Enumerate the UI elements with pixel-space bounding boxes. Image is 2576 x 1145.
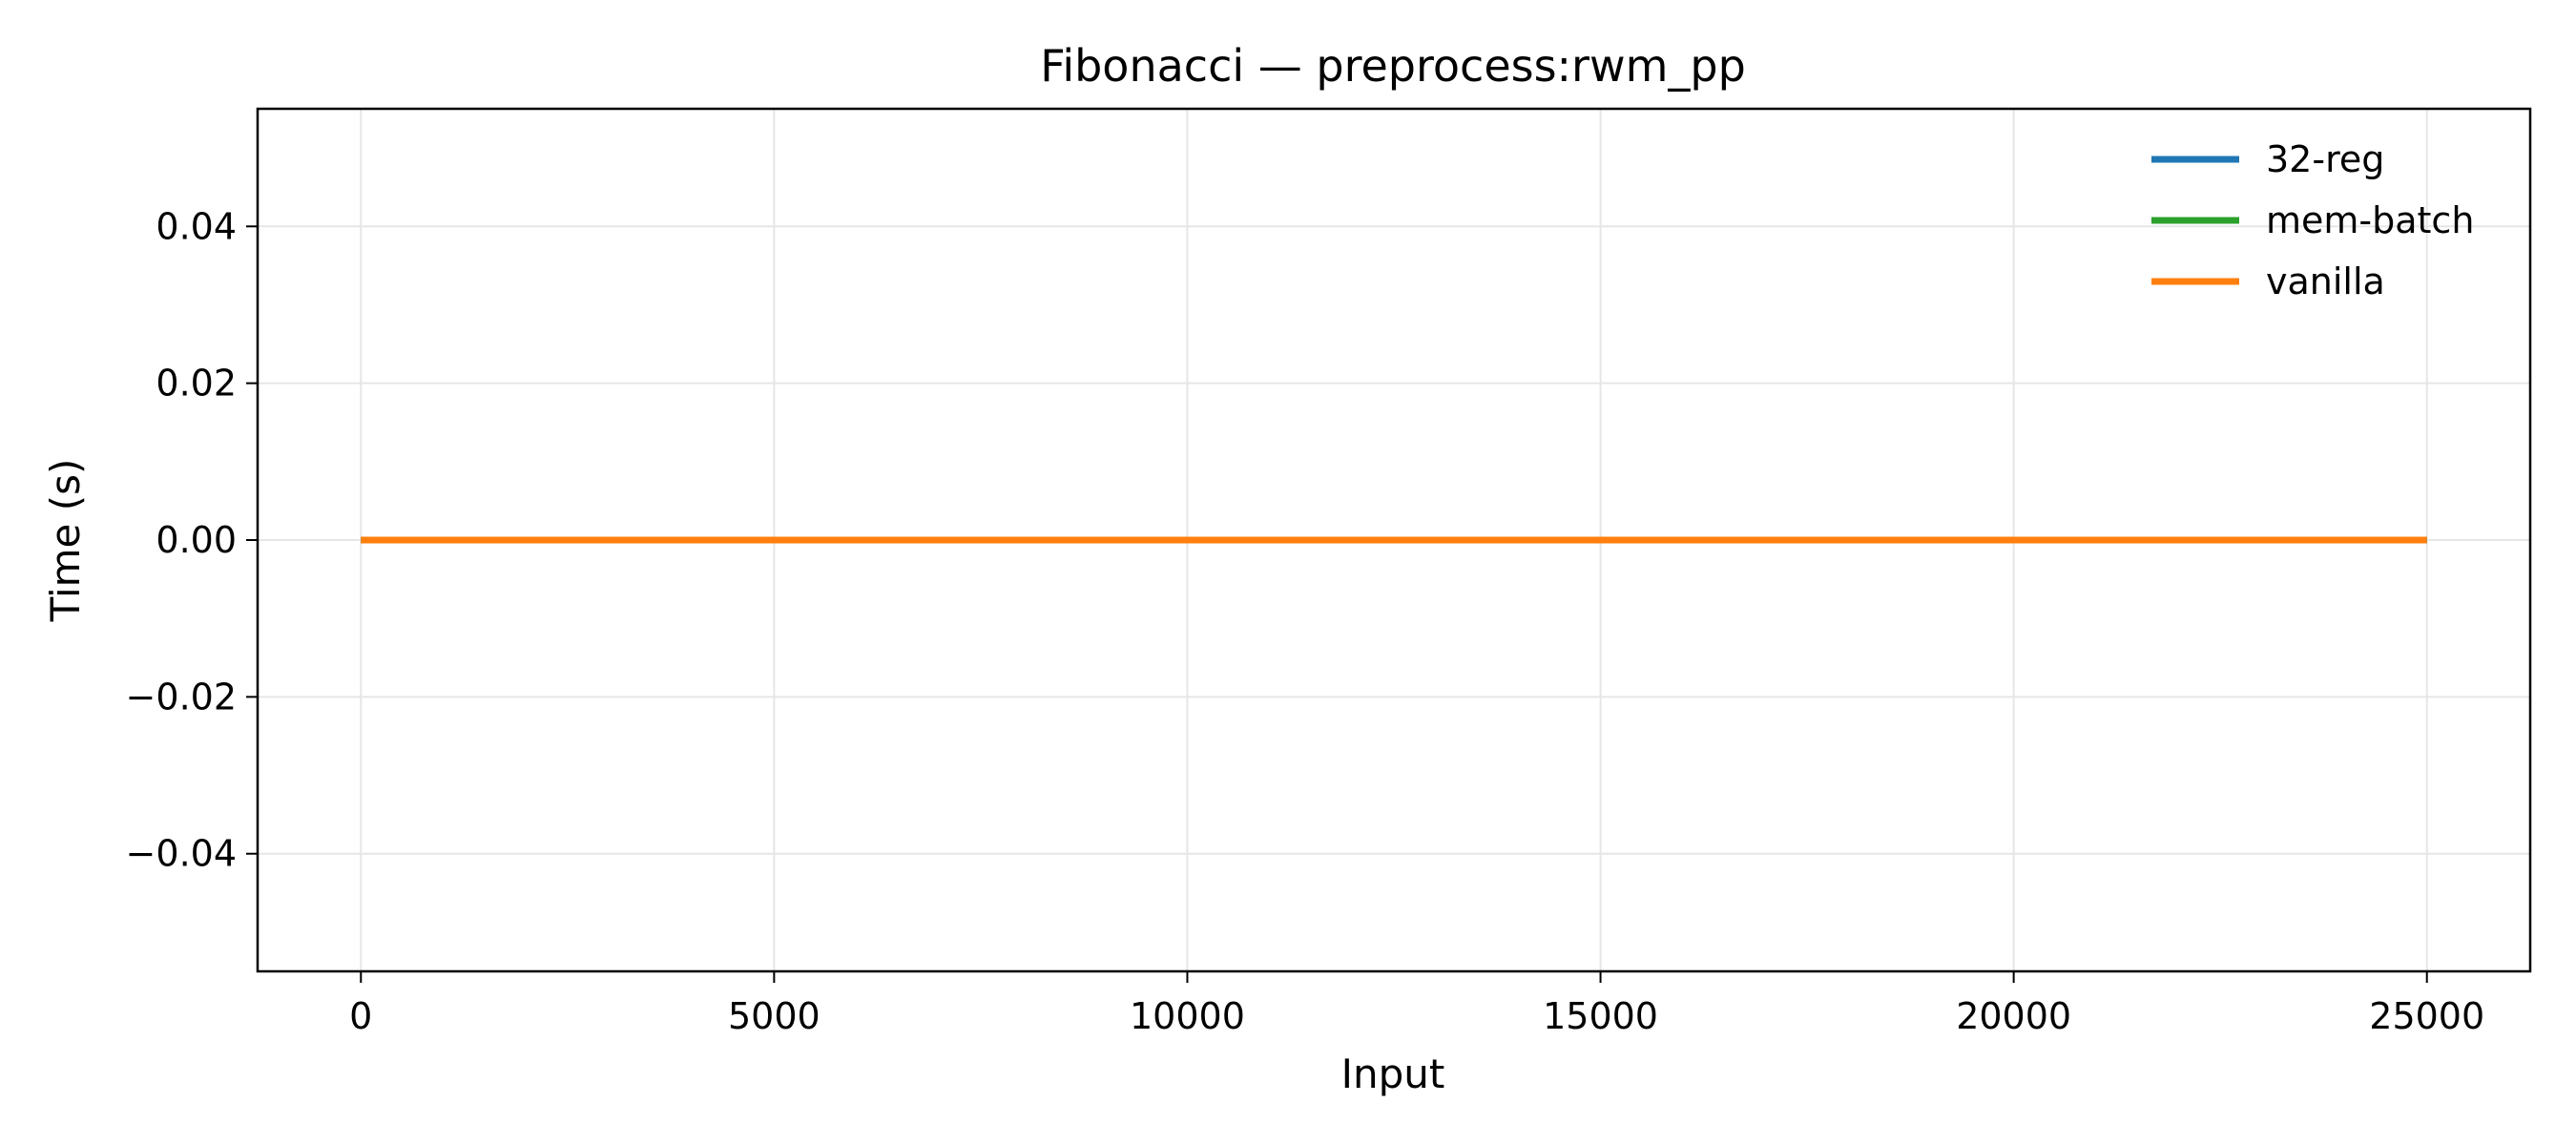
x-tick-label: 5000 — [728, 995, 821, 1037]
y-tick-label: 0.00 — [156, 519, 237, 561]
x-tick-label: 0 — [349, 995, 372, 1037]
legend: 32-reg mem-batch vanilla — [2151, 138, 2474, 302]
x-tick-label: 10000 — [1130, 995, 1245, 1037]
legend-label: vanilla — [2266, 260, 2385, 302]
y-axis-label: Time (s) — [42, 459, 89, 623]
x-tick-label: 15000 — [1543, 995, 1658, 1037]
x-axis-label: Input — [1341, 1051, 1445, 1097]
chart-title: Fibonacci — preprocess:rwm_pp — [1040, 40, 1746, 92]
legend-label: mem-batch — [2266, 199, 2474, 241]
y-axis-ticks: −0.04 −0.02 0.00 0.02 0.04 — [126, 205, 258, 875]
x-tick-label: 25000 — [2369, 995, 2484, 1037]
y-tick-label: −0.04 — [126, 833, 237, 875]
y-tick-label: 0.02 — [156, 363, 237, 405]
y-tick-label: −0.02 — [126, 676, 237, 718]
x-axis-ticks: 0 5000 10000 15000 20000 25000 — [349, 971, 2484, 1037]
legend-label: 32-reg — [2266, 138, 2384, 180]
y-tick-label: 0.04 — [156, 205, 237, 247]
x-tick-label: 20000 — [1956, 995, 2071, 1037]
